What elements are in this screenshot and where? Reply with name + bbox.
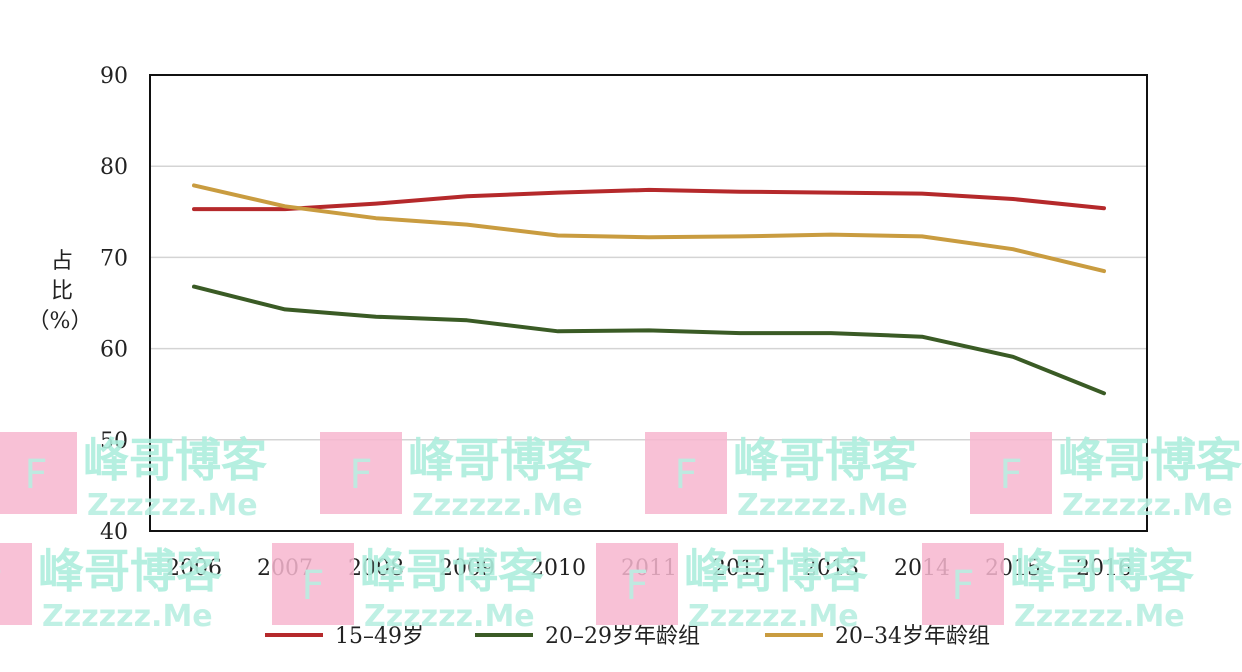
y-tick-label: 80 (100, 155, 128, 180)
watermark-title: 峰哥博客 (38, 544, 222, 598)
y-tick-label: 70 (100, 246, 128, 271)
watermark-logo-letter: F (301, 563, 324, 609)
watermark-site: Zzzzzz.Me (1062, 488, 1233, 523)
x-tick-label: 2016 (1076, 556, 1132, 581)
y-axis-label: 占 比 （%） (28, 249, 93, 334)
watermark-site: Zzzzzz.Me (1014, 599, 1185, 634)
x-tick-label: 2010 (530, 556, 586, 581)
watermark-logo-letter: F (951, 563, 974, 609)
watermark-title: 峰哥博客 (408, 433, 592, 487)
watermark-logo (0, 543, 32, 625)
watermark-site: Zzzzzz.Me (412, 488, 583, 523)
legend-label-3: 20–34岁年龄组 (835, 624, 990, 649)
watermark-logo (596, 543, 678, 625)
series-line-2 (192, 284, 1106, 396)
legend-label-2: 20–29岁年龄组 (545, 624, 700, 649)
watermark-title: 峰哥博客 (733, 433, 917, 487)
y-tick-label: 90 (100, 64, 128, 89)
legend: 15–49岁 20–29岁年龄组 20–34岁年龄组 (265, 624, 990, 649)
series-line-1 (192, 187, 1106, 212)
watermark-title: 峰哥博客 (360, 544, 544, 598)
y-tick-label: 50 (100, 429, 128, 454)
watermark-site: Zzzzzz.Me (42, 599, 213, 634)
series-lines (192, 183, 1106, 396)
watermark-logo-letter: F (625, 563, 648, 609)
x-tick-label: 2006 (166, 556, 222, 581)
legend-label-1: 15–49岁 (335, 624, 424, 649)
watermark-logo (320, 432, 402, 514)
series-line-3 (192, 183, 1106, 274)
watermark-site: Zzzzzz.Me (688, 599, 859, 634)
x-tick-label: 2008 (348, 556, 404, 581)
x-tick-label: 2009 (439, 556, 495, 581)
watermark-logo (0, 432, 77, 514)
watermark-logo-letter: F (24, 452, 47, 498)
watermark-logo-letter: F (0, 563, 3, 609)
watermark-logo-letter: F (674, 452, 697, 498)
y-tick-label: 60 (100, 338, 128, 363)
watermark-logo (645, 432, 727, 514)
watermark-title: 峰哥博客 (1010, 544, 1194, 598)
y-axis-label-line-3: （%） (28, 309, 93, 334)
watermark-title: 峰哥博客 (83, 433, 267, 487)
y-tick-label: 40 (100, 520, 128, 545)
watermark-site: Zzzzzz.Me (87, 488, 258, 523)
y-axis-label-line-1: 占 (51, 249, 73, 274)
y-axis-label-line-2: 比 (51, 279, 73, 304)
watermark-logo (970, 432, 1052, 514)
watermark-title: 峰哥博客 (1058, 433, 1242, 487)
x-tick-label: 2012 (712, 556, 768, 581)
watermark-logo (272, 543, 354, 625)
y-axis-ticks: 40 50 60 70 80 90 (100, 64, 128, 545)
watermark-logo (922, 543, 1004, 625)
x-tick-label: 2013 (803, 556, 859, 581)
watermark-title: 峰哥博客 (684, 544, 868, 598)
watermark-site: Zzzzzz.Me (737, 488, 908, 523)
watermark-site: Zzzzzz.Me (364, 599, 535, 634)
watermark-logo-letter: F (999, 452, 1022, 498)
plot-frame (149, 74, 1148, 532)
watermark-logo-letter: F (349, 452, 372, 498)
